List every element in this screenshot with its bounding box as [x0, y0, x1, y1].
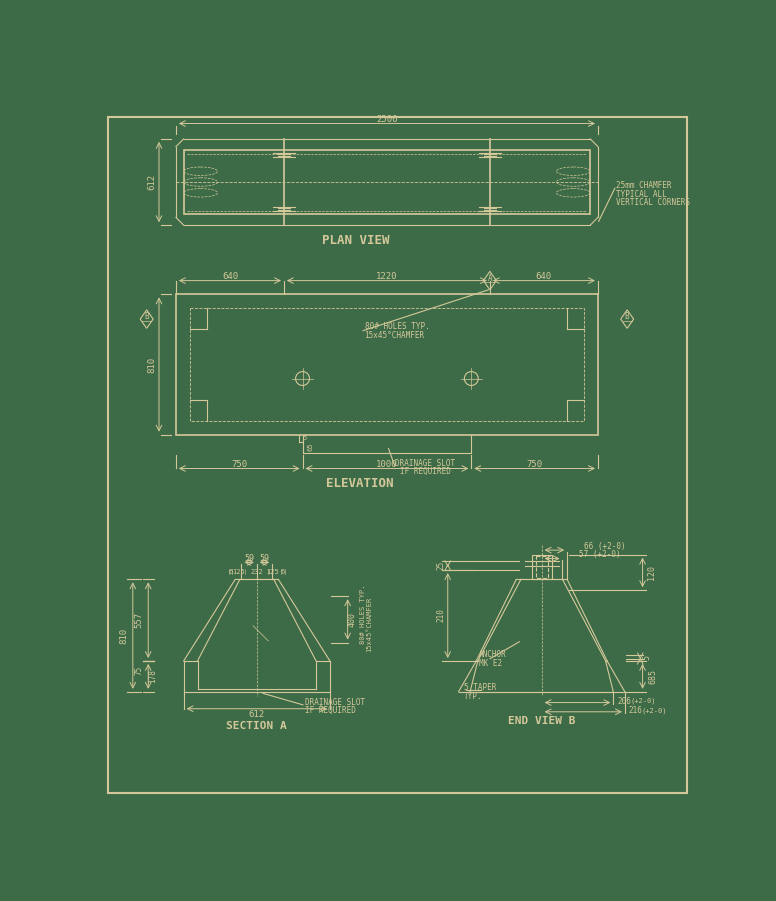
Text: 1000: 1000 [376, 460, 397, 469]
Text: 59: 59 [259, 554, 269, 563]
Polygon shape [621, 310, 634, 328]
Text: 640: 640 [222, 272, 238, 281]
Text: 557: 557 [134, 612, 144, 628]
Text: ANCHOR: ANCHOR [479, 651, 506, 660]
Text: 15x45°CHAMFER: 15x45°CHAMFER [365, 331, 424, 340]
Text: PLAN VIEW: PLAN VIEW [322, 234, 390, 247]
Bar [190, 308, 584, 421]
Text: 65: 65 [307, 442, 314, 451]
Text: DRAINAGE SLOT: DRAINAGE SLOT [304, 698, 365, 707]
Text: TYP.: TYP. [464, 692, 483, 701]
Text: 612: 612 [147, 174, 157, 190]
Text: 6: 6 [281, 569, 285, 575]
Text: END VIEW B: END VIEW B [508, 716, 576, 726]
Text: 232: 232 [251, 569, 263, 575]
Text: 810: 810 [147, 357, 157, 373]
Text: 6: 6 [228, 569, 233, 575]
Text: MK E2: MK E2 [479, 659, 501, 668]
Text: A: A [487, 274, 492, 283]
Text: 210: 210 [436, 608, 445, 623]
Text: 206: 206 [617, 696, 631, 705]
Text: 25: 25 [436, 561, 445, 570]
Text: 750: 750 [527, 460, 542, 469]
Text: 5: 5 [642, 655, 651, 660]
Polygon shape [140, 310, 153, 328]
Text: 685: 685 [648, 669, 657, 684]
Text: 5 TAPER: 5 TAPER [464, 684, 497, 693]
Text: 1220: 1220 [376, 272, 397, 281]
Text: 25mm CHAMFER: 25mm CHAMFER [616, 181, 672, 190]
Text: 5: 5 [303, 435, 307, 441]
Text: 66 (+2-0): 66 (+2-0) [584, 542, 625, 551]
Text: (+2-0): (+2-0) [642, 707, 667, 714]
Text: 612: 612 [249, 710, 265, 719]
Bar [532, 555, 552, 579]
Text: 120: 120 [647, 565, 656, 580]
Bar [176, 295, 598, 434]
Text: TYPICAL ALL: TYPICAL ALL [616, 190, 667, 199]
Text: 125: 125 [267, 569, 279, 575]
Text: B: B [625, 313, 629, 322]
Text: 178: 178 [148, 669, 158, 683]
Text: 2500: 2500 [376, 115, 397, 124]
Text: 80# HOLES TYP.: 80# HOLES TYP. [360, 584, 366, 643]
Polygon shape [483, 271, 497, 290]
Text: 15x45°CHAMFER: 15x45°CHAMFER [366, 596, 372, 651]
Text: 216: 216 [629, 705, 643, 714]
Text: 400: 400 [348, 612, 357, 627]
Text: 750: 750 [231, 460, 248, 469]
Text: 59: 59 [244, 554, 254, 563]
Bar [184, 150, 591, 214]
Text: DRAINAGE SLOT: DRAINAGE SLOT [395, 460, 456, 469]
Text: 57 (+2-0): 57 (+2-0) [580, 551, 621, 560]
Text: 810: 810 [120, 627, 129, 643]
Text: SECTION A: SECTION A [227, 721, 287, 731]
Text: B: B [144, 313, 149, 322]
Text: IF REQUIRED: IF REQUIRED [304, 705, 355, 714]
Text: IF REQUIRED: IF REQUIRED [400, 467, 451, 476]
Text: (+2-0): (+2-0) [630, 697, 656, 705]
Text: VERTICAL CORNERS: VERTICAL CORNERS [616, 198, 691, 207]
Text: 75: 75 [134, 666, 144, 675]
Text: 640: 640 [535, 272, 552, 281]
Bar [535, 556, 548, 578]
Text: ELEVATION: ELEVATION [326, 478, 393, 490]
Text: 125: 125 [232, 569, 244, 575]
Text: 80# HOLES TYP.: 80# HOLES TYP. [365, 323, 429, 332]
